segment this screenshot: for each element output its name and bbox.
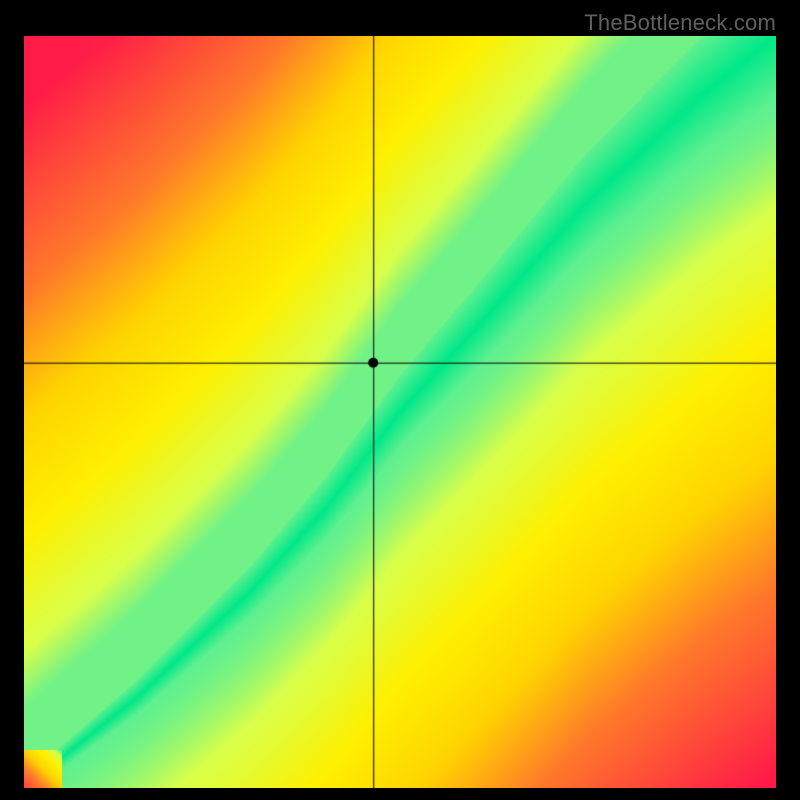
watermark-text: TheBottleneck.com	[584, 10, 776, 36]
bottleneck-heatmap	[24, 36, 776, 788]
heatmap-canvas	[24, 36, 776, 788]
